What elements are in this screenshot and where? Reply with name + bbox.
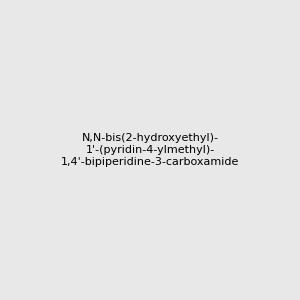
Text: N,N-bis(2-hydroxyethyl)-
1'-(pyridin-4-ylmethyl)-
1,4'-bipiperidine-3-carboxamid: N,N-bis(2-hydroxyethyl)- 1'-(pyridin-4-y… bbox=[61, 134, 239, 166]
